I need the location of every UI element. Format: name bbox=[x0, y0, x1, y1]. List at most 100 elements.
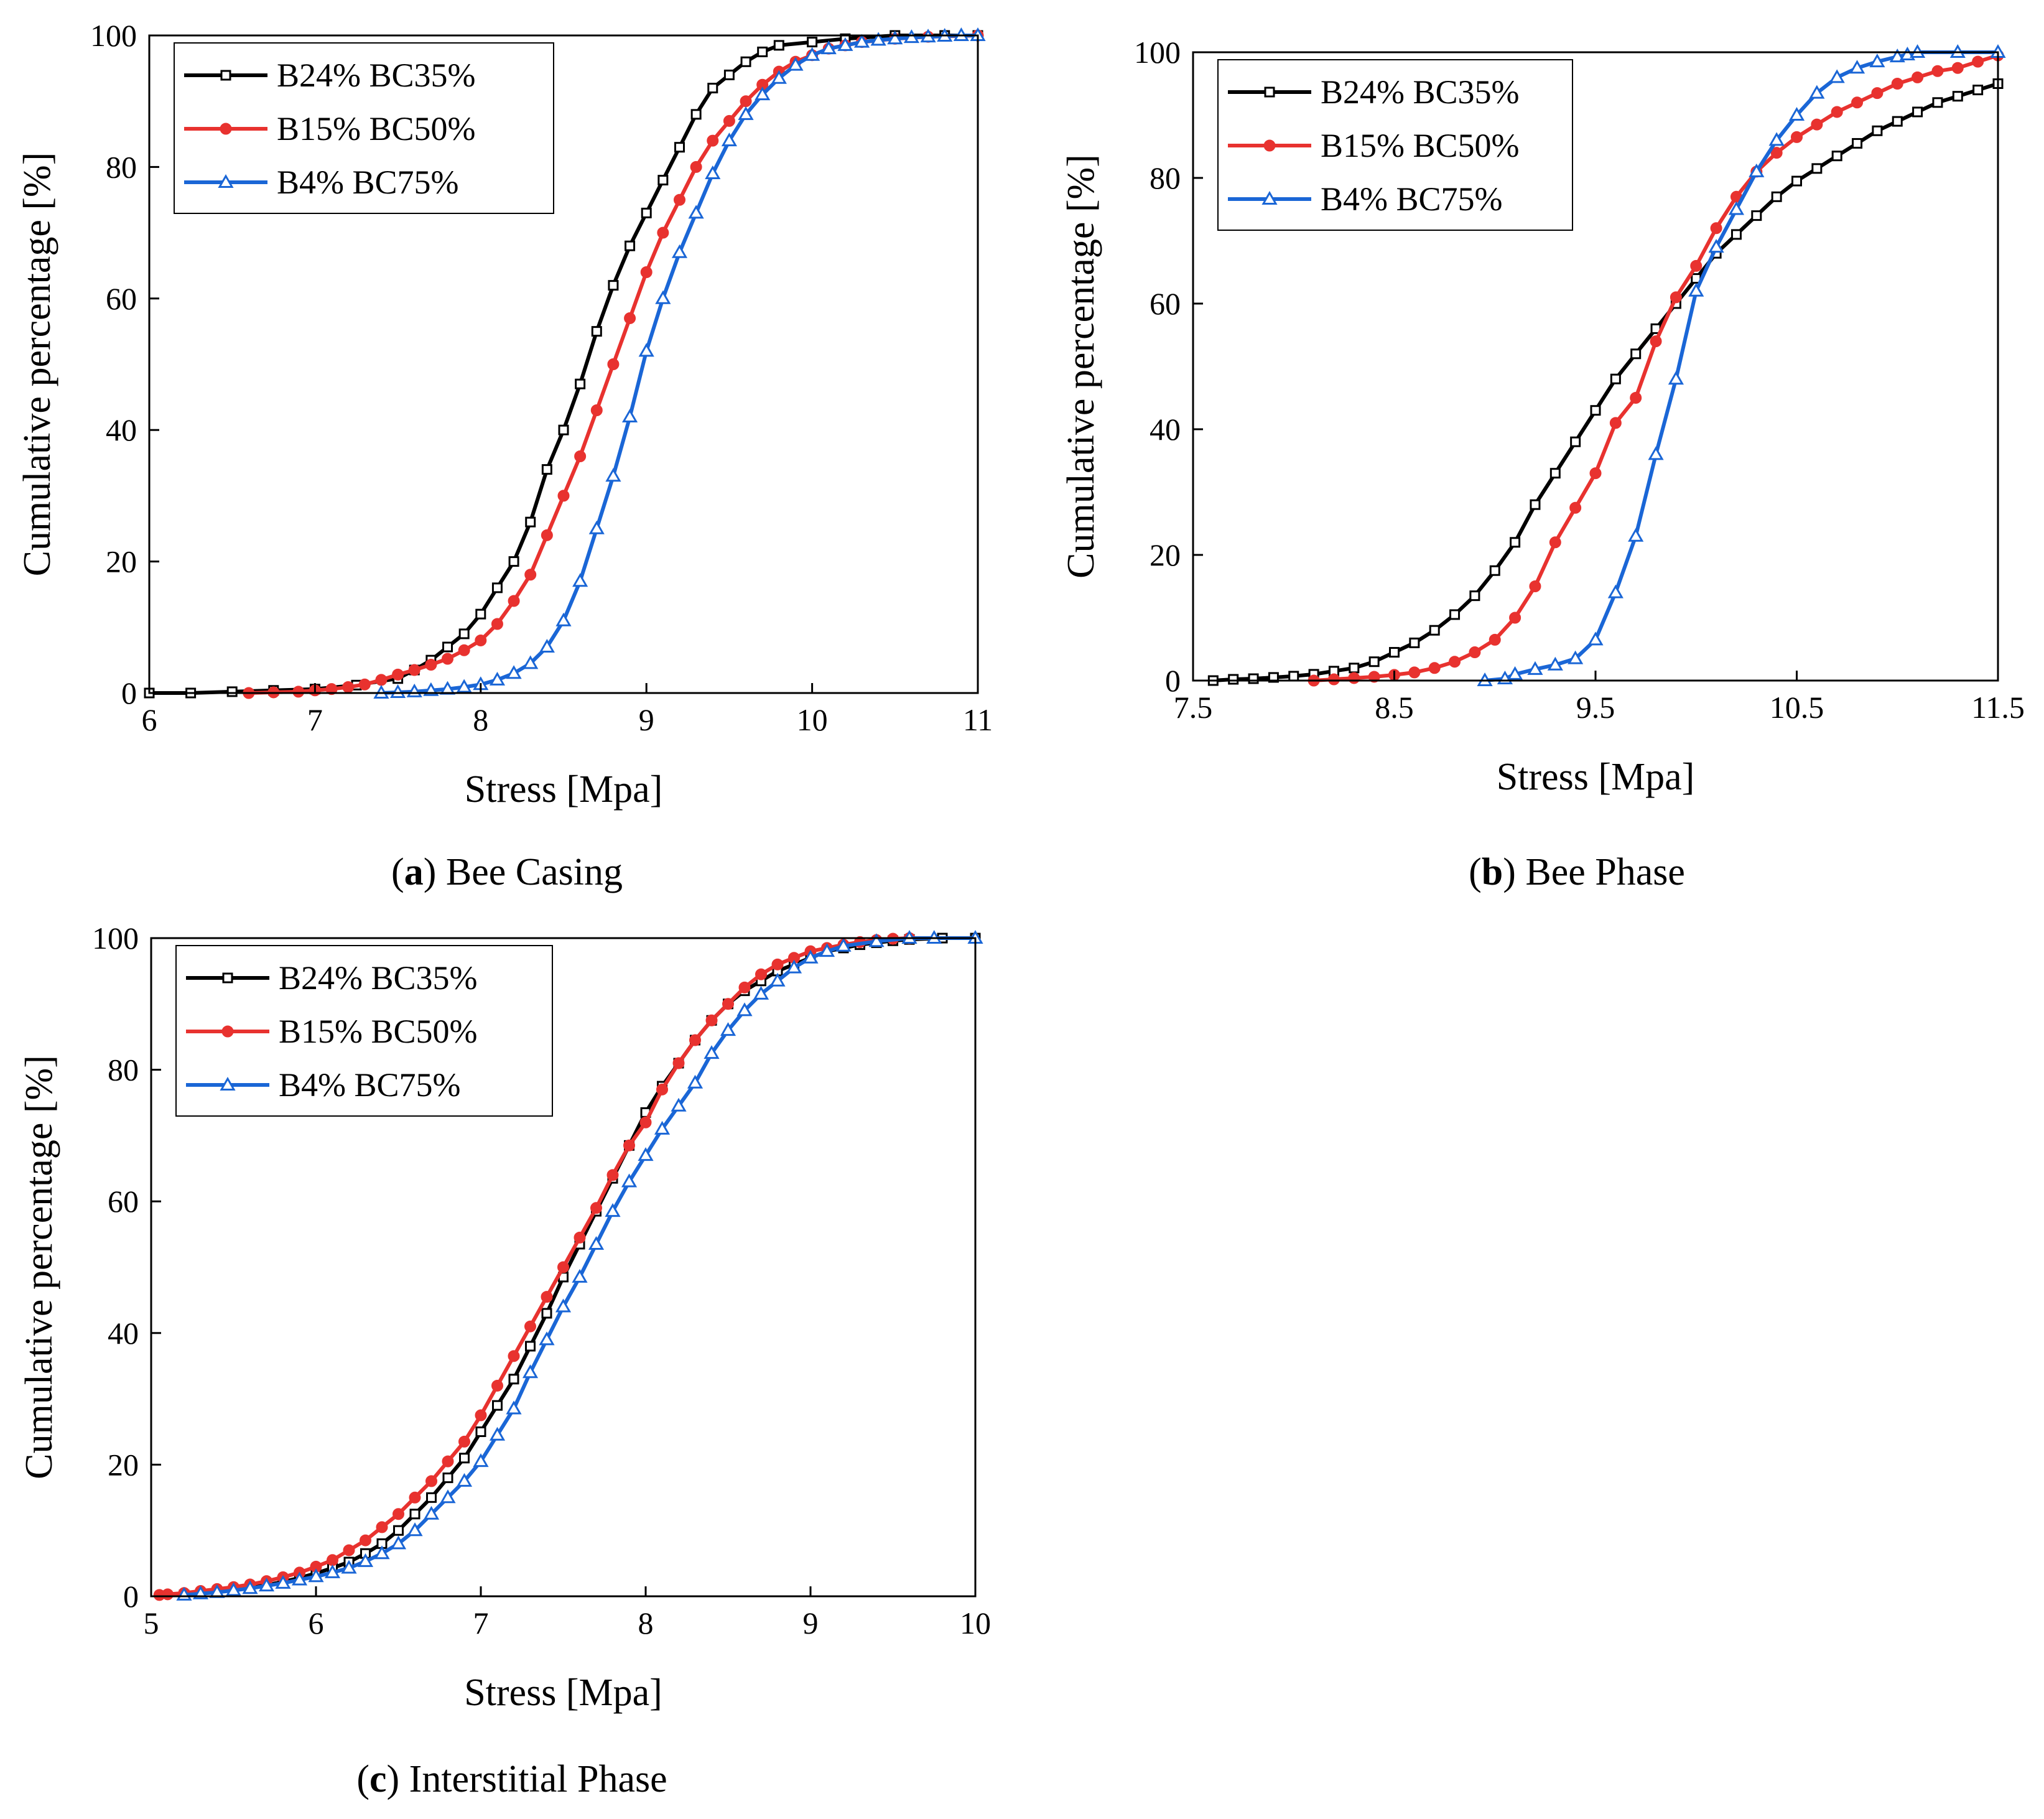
circle-marker bbox=[292, 686, 305, 698]
triangle-marker bbox=[1628, 528, 1644, 542]
square-marker bbox=[625, 240, 636, 251]
circle-marker bbox=[1972, 55, 1984, 68]
series-2 bbox=[1308, 49, 2004, 687]
y-tick-label: 0 bbox=[121, 676, 137, 710]
circle-marker bbox=[1348, 672, 1360, 684]
square-marker bbox=[1872, 125, 1883, 136]
square-marker bbox=[1349, 663, 1360, 674]
circle-marker bbox=[606, 1169, 619, 1181]
square-marker bbox=[1811, 163, 1823, 174]
circle-marker bbox=[425, 659, 437, 671]
legend: B24% BC35% B15% BC50% B4% BC75% bbox=[174, 42, 554, 214]
circle-marker bbox=[738, 981, 751, 993]
circle-marker bbox=[623, 1139, 635, 1151]
triangle-marker bbox=[390, 684, 406, 698]
square-marker bbox=[491, 582, 503, 593]
circle-marker bbox=[771, 958, 784, 970]
triangle-marker bbox=[1768, 132, 1785, 146]
square-marker bbox=[393, 1525, 404, 1536]
x-tick-label: 7 bbox=[307, 702, 323, 737]
circle-marker bbox=[755, 968, 767, 980]
y-tick-label: 20 bbox=[1150, 537, 1181, 572]
circle-marker bbox=[657, 226, 669, 239]
x-tick-label: 6 bbox=[142, 702, 157, 737]
square-marker bbox=[1791, 175, 1802, 187]
square-marker bbox=[525, 1341, 536, 1352]
square-marker bbox=[657, 175, 669, 186]
square-marker bbox=[740, 56, 751, 67]
y-tick-label: 80 bbox=[106, 149, 137, 184]
square-marker bbox=[1368, 656, 1380, 668]
circle-marker bbox=[574, 450, 587, 462]
circle-marker bbox=[358, 678, 371, 691]
circle-marker bbox=[1931, 65, 1944, 77]
circle-marker bbox=[1851, 96, 1864, 109]
square-marker bbox=[1549, 468, 1561, 479]
circle-marker bbox=[1770, 147, 1783, 159]
x-tick-label: 7.5 bbox=[1174, 690, 1213, 725]
triangle-marker bbox=[489, 671, 506, 686]
circle-marker bbox=[673, 193, 685, 206]
triangle-marker bbox=[489, 1426, 506, 1441]
triangle-marker bbox=[868, 933, 885, 947]
square-marker bbox=[426, 1492, 437, 1503]
square-marker bbox=[674, 142, 685, 153]
legend-label: B24% BC35% bbox=[277, 57, 476, 94]
legend-label: B4% BC75% bbox=[1321, 180, 1503, 218]
square-marker bbox=[608, 280, 619, 291]
triangle-marker bbox=[258, 1578, 275, 1592]
square-marker bbox=[690, 109, 702, 120]
circle-marker bbox=[1263, 139, 1276, 152]
x-tick-label: 9 bbox=[639, 702, 654, 737]
square-marker bbox=[1771, 191, 1782, 202]
square-marker bbox=[1264, 86, 1275, 98]
triangle-marker bbox=[802, 949, 819, 964]
square-marker bbox=[1288, 671, 1299, 682]
triangle-marker bbox=[638, 1147, 654, 1161]
triangle-marker bbox=[1668, 371, 1684, 385]
triangle-marker bbox=[506, 665, 522, 679]
square-marker bbox=[475, 1426, 486, 1437]
circle-marker bbox=[1428, 662, 1441, 674]
circle-marker bbox=[1327, 673, 1340, 686]
circle-marker bbox=[1529, 580, 1541, 592]
square-marker bbox=[723, 69, 735, 80]
triangle-marker bbox=[522, 1364, 539, 1379]
triangle-marker bbox=[523, 655, 539, 669]
triangle-marker bbox=[1889, 49, 1905, 63]
circle-marker bbox=[376, 1521, 388, 1533]
triangle-marker bbox=[1829, 69, 1845, 83]
triangle-marker bbox=[572, 573, 588, 587]
square-marker bbox=[1530, 499, 1541, 510]
square-marker bbox=[492, 1400, 503, 1411]
y-tick-label: 40 bbox=[1150, 412, 1181, 447]
circle-marker bbox=[541, 529, 553, 541]
triangle-marker bbox=[588, 1235, 605, 1250]
panel-caption: (b) Bee Phase bbox=[1469, 851, 1685, 893]
triangle-marker bbox=[787, 57, 804, 71]
y-axis-title: Cumulative percentage [%] bbox=[1060, 154, 1102, 579]
square-marker bbox=[1630, 348, 1642, 360]
square-marker bbox=[1510, 537, 1521, 548]
triangle-marker bbox=[721, 133, 737, 147]
plot-area bbox=[1207, 44, 2006, 687]
triangle-marker bbox=[539, 1331, 555, 1346]
axes-frame bbox=[148, 34, 979, 694]
triangle-marker bbox=[291, 1571, 308, 1586]
legend-label: B24% BC35% bbox=[279, 959, 478, 997]
legend-label: B4% BC75% bbox=[277, 164, 459, 201]
y-tick-label: 100 bbox=[1134, 35, 1181, 70]
square-marker bbox=[1730, 229, 1742, 240]
legend: B24% BC35% B15% BC50% B4% BC75% bbox=[175, 945, 553, 1117]
square-marker bbox=[1892, 116, 1903, 127]
x-tick-label: 6 bbox=[309, 1606, 324, 1640]
y-tick-label: 40 bbox=[108, 1316, 139, 1351]
chart-panel-a: 6 7 8 9 10 11 0 20 40 60 80 100 Stress [Mpa] Cumulati… bbox=[16, 18, 993, 893]
triangle-marker bbox=[1788, 106, 1805, 121]
triangle-marker bbox=[407, 1522, 423, 1537]
triangle-marker bbox=[753, 985, 769, 1000]
panel-caption: (c) Interstitial Phase bbox=[356, 1758, 667, 1800]
circle-marker bbox=[1811, 118, 1823, 131]
